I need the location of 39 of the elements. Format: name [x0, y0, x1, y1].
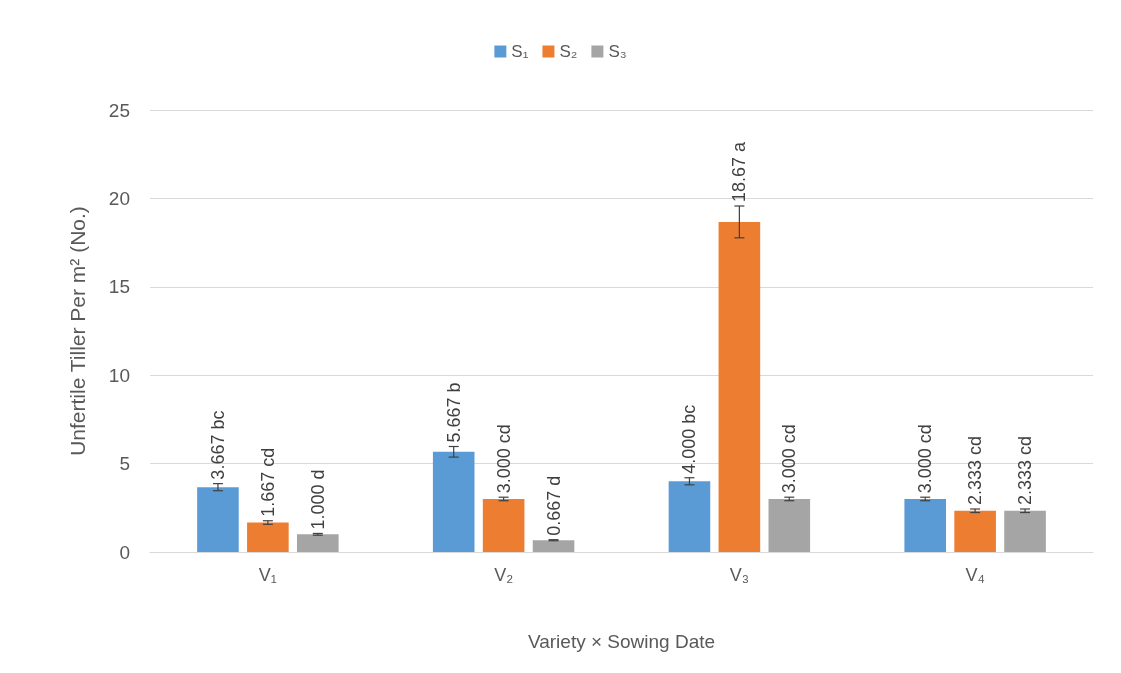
y-tick-label: 5 — [119, 453, 130, 475]
bar — [197, 487, 239, 552]
y-tick-label: 15 — [108, 276, 130, 298]
data-label: 3.667 bc — [207, 410, 228, 480]
x-tick-label: V₁ — [258, 565, 277, 585]
bar — [297, 534, 339, 552]
data-label: 1.667 cd — [257, 447, 278, 517]
legend-label: S₂ — [559, 42, 578, 61]
data-label: 2.333 cd — [965, 435, 986, 505]
data-label: 5.667 b — [443, 382, 464, 443]
bar — [954, 510, 996, 552]
data-label: 18.67 a — [729, 140, 750, 202]
x-tick-label: V₂ — [494, 565, 514, 585]
legend-label: S₁ — [511, 42, 529, 61]
x-axis-title: Variety × Sowing Date — [527, 631, 716, 652]
bar — [1004, 510, 1046, 552]
bar — [768, 498, 811, 552]
bar — [532, 540, 575, 552]
x-tick-label: V₄ — [965, 565, 985, 585]
y-tick-label: 10 — [108, 364, 130, 386]
y-tick-label: 25 — [108, 99, 130, 121]
bar — [668, 481, 711, 552]
data-label: 2.333 cd — [1015, 435, 1036, 505]
data-label: 0.667 d — [543, 475, 564, 536]
legend-label: S₃ — [608, 42, 627, 61]
bar — [432, 451, 475, 552]
data-label: 4.000 bc — [679, 404, 700, 474]
data-label: 3.000 cd — [779, 424, 800, 494]
bar — [904, 498, 946, 552]
x-tick-label: V₃ — [729, 565, 750, 585]
data-label: 1.000 d — [307, 469, 328, 530]
data-label: 3.000 cd — [915, 424, 936, 494]
data-label: 3.000 cd — [493, 424, 514, 494]
bar — [247, 522, 289, 552]
y-axis-title: Unfertile Tiller Per m² (No.) — [66, 206, 89, 456]
bar — [718, 221, 761, 552]
y-tick-label: 20 — [108, 187, 130, 209]
bar — [482, 498, 525, 552]
y-tick-label: 0 — [119, 541, 130, 563]
